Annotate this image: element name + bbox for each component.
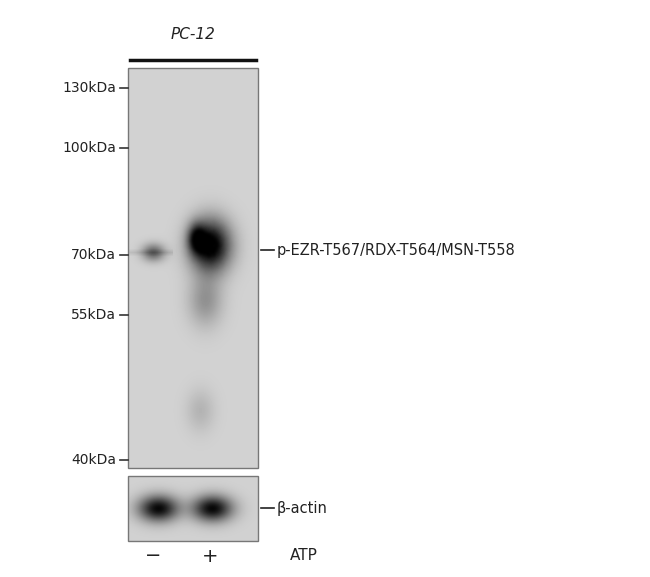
- Text: p-EZR-T567/RDX-T564/MSN-T558: p-EZR-T567/RDX-T564/MSN-T558: [277, 242, 515, 257]
- Text: +: +: [202, 546, 218, 565]
- Bar: [128, 68, 258, 468]
- Text: 70kDa: 70kDa: [71, 248, 116, 262]
- Text: β-actin: β-actin: [277, 500, 328, 515]
- Bar: [128, 476, 258, 541]
- Text: PC-12: PC-12: [170, 27, 215, 42]
- Text: 100kDa: 100kDa: [62, 141, 116, 155]
- Text: 130kDa: 130kDa: [62, 81, 116, 95]
- Text: −: −: [145, 546, 161, 565]
- Text: 55kDa: 55kDa: [71, 308, 116, 322]
- Text: ATP: ATP: [290, 549, 318, 564]
- Text: 40kDa: 40kDa: [71, 453, 116, 467]
